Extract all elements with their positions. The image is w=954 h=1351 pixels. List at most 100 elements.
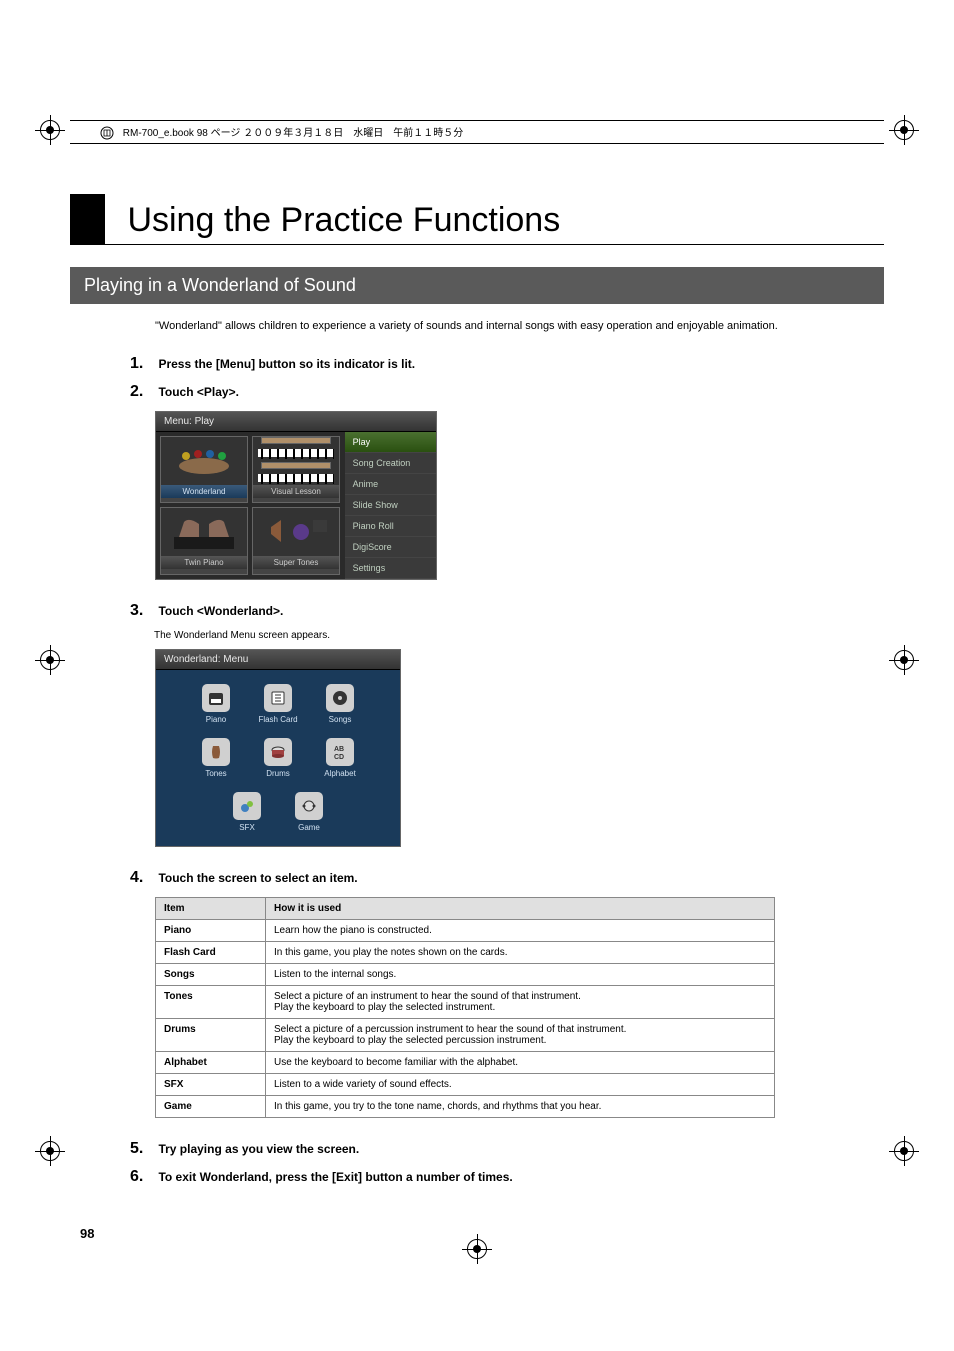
table-row: DrumsSelect a picture of a percussion in… (156, 1018, 775, 1051)
item-name: Alphabet (156, 1051, 266, 1073)
item-name: Game (156, 1095, 266, 1117)
table-row: SongsListen to the internal songs. (156, 963, 775, 985)
wonderland-piano[interactable]: Piano (194, 684, 238, 724)
sidebar-item-digiscore[interactable]: DigiScore (345, 537, 436, 558)
sidebar-item-play[interactable]: Play (345, 432, 436, 453)
wonderland-menu-screenshot: Wonderland: Menu Piano Flash Card Songs … (155, 649, 884, 847)
table-header-item: Item (156, 897, 266, 919)
instruments-icon (261, 512, 331, 552)
menu-tiles: Wonderland Visual Lesson Twin Piano (156, 432, 345, 579)
step-number: 3. (130, 602, 154, 620)
item-name: SFX (156, 1073, 266, 1095)
page-title: Using the Practice Functions (127, 201, 560, 244)
step-number: 4. (130, 869, 154, 887)
document-header: RM-700_e.book 98 ページ ２００９年３月１８日 水曜日 午前１１… (70, 120, 884, 144)
item-usage: Listen to a wide variety of sound effect… (266, 1073, 775, 1095)
item-usage: In this game, you try to the tone name, … (266, 1095, 775, 1117)
intro-text: "Wonderland" allows children to experien… (155, 318, 884, 335)
table-row: Flash CardIn this game, you play the not… (156, 941, 775, 963)
step-number: 5. (130, 1140, 154, 1158)
tile-super-tones[interactable]: Super Tones (252, 507, 340, 575)
section-heading: Playing in a Wonderland of Sound (70, 267, 884, 304)
crop-mark-icon (40, 650, 60, 670)
step-number: 1. (130, 355, 154, 373)
sidebar-item-anime[interactable]: Anime (345, 474, 436, 495)
piano-icon (207, 689, 225, 707)
wonderland-game[interactable]: Game (287, 792, 331, 832)
item-label: Songs (318, 715, 362, 724)
table-row: PianoLearn how the piano is constructed. (156, 919, 775, 941)
step-number: 6. (130, 1168, 154, 1186)
wonderland-sfx[interactable]: SFX (225, 792, 269, 832)
sidebar-item-settings[interactable]: Settings (345, 558, 436, 579)
wonderland-tones[interactable]: Tones (194, 738, 238, 778)
step-text: Touch <Play>. (158, 385, 238, 399)
item-label: Alphabet (318, 769, 362, 778)
step-subtext: The Wonderland Menu screen appears. (154, 630, 884, 641)
tile-visual-lesson[interactable]: Visual Lesson (252, 436, 340, 504)
item-usage: Listen to the internal songs. (266, 963, 775, 985)
step-4: 4. Touch the screen to select an item. (130, 869, 884, 887)
tile-label: Visual Lesson (253, 485, 339, 498)
wonderland-songs[interactable]: Songs (318, 684, 362, 724)
crop-mark-icon (894, 1141, 914, 1161)
tile-wonderland[interactable]: Wonderland (160, 436, 248, 504)
game-icon (300, 797, 318, 815)
menu-title: Menu: Play (156, 412, 436, 432)
drum-icon (269, 743, 287, 761)
step-text: Try playing as you view the screen. (158, 1142, 359, 1156)
sidebar-item-slide-show[interactable]: Slide Show (345, 495, 436, 516)
sidebar-item-song-creation[interactable]: Song Creation (345, 453, 436, 474)
item-label: Piano (194, 715, 238, 724)
item-label: Drums (256, 769, 300, 778)
step-text: To exit Wonderland, press the [Exit] but… (158, 1170, 512, 1184)
step-2: 2. Touch <Play>. (130, 383, 884, 401)
sfx-icon (238, 797, 256, 815)
item-name: Flash Card (156, 941, 266, 963)
title-tab (70, 194, 105, 244)
table-row: AlphabetUse the keyboard to become famil… (156, 1051, 775, 1073)
tile-twin-piano[interactable]: Twin Piano (160, 507, 248, 575)
svg-text:CD: CD (334, 754, 344, 761)
sidebar-item-piano-roll[interactable]: Piano Roll (345, 516, 436, 537)
item-usage: Select a picture of a percussion instrum… (266, 1018, 775, 1051)
item-name: Piano (156, 919, 266, 941)
wonderland-alphabet[interactable]: ABCD Alphabet (318, 738, 362, 778)
crop-mark-icon (40, 1141, 60, 1161)
item-usage: Use the keyboard to become familiar with… (266, 1051, 775, 1073)
item-label: SFX (225, 823, 269, 832)
crop-mark-icon (894, 650, 914, 670)
header-text: RM-700_e.book 98 ページ ２００９年３月１８日 水曜日 午前１１… (123, 128, 463, 139)
item-label: Tones (194, 769, 238, 778)
item-usage: In this game, you play the notes shown o… (266, 941, 775, 963)
tile-label: Wonderland (161, 485, 247, 498)
step-text: Press the [Menu] button so its indicator… (158, 357, 415, 371)
step-number: 2. (130, 383, 154, 401)
item-usage: Learn how the piano is constructed. (266, 919, 775, 941)
item-name: Songs (156, 963, 266, 985)
step-3: 3. Touch <Wonderland>. (130, 602, 884, 620)
table-row: GameIn this game, you try to the tone na… (156, 1095, 775, 1117)
card-icon (269, 689, 287, 707)
item-label: Flash Card (256, 715, 300, 724)
svg-text:AB: AB (334, 746, 344, 753)
wonderland-title: Wonderland: Menu (156, 650, 400, 670)
alphabet-icon: ABCD (331, 743, 349, 761)
table-row: SFXListen to a wide variety of sound eff… (156, 1073, 775, 1095)
title-row: Using the Practice Functions (70, 194, 884, 245)
item-name: Drums (156, 1018, 266, 1051)
wonderland-flash-card[interactable]: Flash Card (256, 684, 300, 724)
wonderland-icon (174, 446, 234, 476)
crop-mark-icon (467, 1239, 487, 1259)
wonderland-drums[interactable]: Drums (256, 738, 300, 778)
step-5: 5. Try playing as you view the screen. (130, 1140, 884, 1158)
hands-icon (169, 512, 239, 552)
crop-mark-icon (894, 120, 914, 140)
menu-sidebar: Play Song Creation Anime Slide Show Pian… (345, 432, 436, 579)
step-text: Touch <Wonderland>. (158, 604, 283, 618)
tile-label: Twin Piano (161, 556, 247, 569)
item-name: Tones (156, 985, 266, 1018)
table-header-usage: How it is used (266, 897, 775, 919)
violin-icon (207, 743, 225, 761)
step-text: Touch the screen to select an item. (158, 871, 357, 885)
